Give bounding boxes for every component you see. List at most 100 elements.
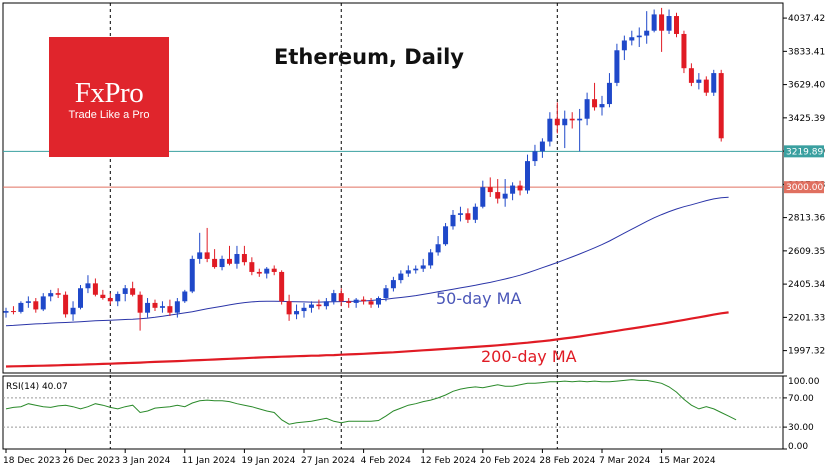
x-tick-label-5: 27 Jan 2024 — [301, 456, 355, 466]
candle-body-96 — [718, 73, 724, 139]
candle-body-49 — [368, 301, 374, 305]
candle-body-38 — [286, 301, 292, 315]
x-tick-label-3: 11 Jan 2024 — [182, 456, 236, 466]
candle-body-29 — [219, 258, 225, 268]
candle-body-66 — [495, 192, 501, 199]
ma200-line — [5, 311, 729, 368]
candle-body-95 — [711, 73, 717, 93]
candle-body-7 — [55, 293, 61, 295]
x-tick-label-8: 20 Feb 2024 — [480, 456, 536, 466]
candle-body-6 — [48, 293, 54, 297]
y-tick-label-9: 3833.41 — [788, 47, 825, 57]
ma50-line — [5, 196, 729, 327]
candle-body-22 — [167, 306, 173, 313]
candle-body-44 — [331, 293, 337, 302]
candle-body-62 — [465, 213, 471, 220]
candle-body-52 — [390, 280, 396, 289]
candle-body-42 — [316, 304, 322, 307]
candle-body-82 — [614, 50, 620, 83]
candle-body-57 — [428, 252, 434, 266]
candle-body-25 — [189, 258, 195, 292]
rsi-tick-label-3: 0.00 — [788, 442, 808, 452]
y-tick-label-4: 2813.36 — [788, 214, 825, 224]
candle-body-17 — [130, 288, 136, 295]
fxpro-logo-tagline: Trade Like a Pro — [68, 109, 150, 121]
rsi-tick-label-0: 100.00 — [788, 377, 820, 387]
candle-body-53 — [398, 273, 404, 281]
candle-body-23 — [174, 301, 180, 313]
candle-body-28 — [212, 258, 218, 268]
candle-body-20 — [152, 302, 158, 308]
candle-body-30 — [227, 258, 232, 264]
candle-body-16 — [122, 288, 128, 294]
candle-body-94 — [703, 79, 709, 93]
candle-body-40 — [301, 307, 307, 312]
main-pane-frame — [2, 2, 784, 374]
fxpro-logo-wordmark: FxPro — [74, 77, 144, 109]
candle-body-43 — [323, 301, 329, 307]
candle-body-90 — [674, 16, 679, 34]
candle-body-76 — [569, 118, 575, 121]
rsi-tick-label-2: 30.00 — [788, 423, 814, 433]
candle-body-75 — [562, 118, 568, 126]
moving-averages-layer — [5, 196, 729, 368]
fxpro-logo: FxPro Trade Like a Pro — [49, 37, 169, 157]
candle-body-74 — [554, 118, 560, 126]
candle-body-55 — [413, 268, 419, 271]
candle-body-65 — [487, 187, 493, 193]
candle-body-61 — [457, 213, 463, 215]
candle-body-88 — [659, 14, 665, 31]
candle-body-63 — [472, 206, 478, 220]
candle-body-69 — [517, 185, 523, 191]
candle-body-8 — [63, 294, 69, 315]
candle-body-34 — [256, 271, 262, 274]
y-tick-label-10: 4037.42 — [788, 14, 825, 24]
candle-body-24 — [182, 291, 188, 302]
y-tick-label-8: 3629.40 — [788, 81, 825, 91]
candle-body-2 — [18, 302, 24, 312]
ma200-label: 200-day MA — [481, 347, 577, 366]
level-badge-text-0: 3219.89 — [786, 147, 823, 157]
chart-title: Ethereum, Daily — [274, 45, 464, 69]
y-tick-label-0: 1997.32 — [788, 347, 825, 357]
candle-body-79 — [592, 99, 598, 108]
candle-body-32 — [241, 254, 247, 263]
candle-body-4 — [33, 301, 39, 310]
candle-body-19 — [145, 302, 151, 313]
x-tick-label-0: 18 Dec 2023 — [3, 456, 61, 466]
axes-layer: 1997.322201.332405.342609.352813.363017.… — [3, 14, 825, 466]
candle-body-3 — [25, 301, 31, 303]
candle-body-64 — [480, 187, 486, 207]
candle-body-77 — [577, 118, 583, 121]
candle-body-46 — [346, 301, 352, 303]
candle-body-72 — [539, 141, 545, 152]
candle-body-84 — [629, 37, 635, 41]
x-tick-label-10: 7 Mar 2024 — [599, 456, 651, 466]
candle-body-92 — [688, 68, 694, 83]
rsi-tick-label-1: 70.00 — [788, 394, 814, 404]
candle-body-45 — [338, 293, 344, 302]
candle-body-36 — [271, 268, 277, 272]
candle-body-35 — [264, 268, 270, 274]
rsi-pane-frame — [2, 375, 784, 450]
candle-body-41 — [308, 304, 314, 308]
candle-body-0 — [3, 311, 9, 313]
candle-body-1 — [10, 311, 16, 313]
grid-layer — [3, 3, 783, 449]
candle-body-71 — [532, 151, 538, 162]
candle-body-87 — [651, 14, 657, 31]
x-tick-label-1: 26 Dec 2023 — [63, 456, 121, 466]
y-tick-label-3: 2609.35 — [788, 247, 825, 257]
candle-body-58 — [435, 244, 441, 253]
candle-body-56 — [420, 265, 426, 269]
candle-body-70 — [525, 161, 530, 191]
x-tick-label-11: 15 Mar 2024 — [659, 456, 716, 466]
candle-body-54 — [405, 270, 411, 274]
candle-body-37 — [279, 271, 285, 302]
candle-body-86 — [644, 30, 650, 36]
candle-body-26 — [197, 252, 203, 259]
candle-body-18 — [137, 294, 143, 313]
candle-body-13 — [100, 294, 106, 299]
